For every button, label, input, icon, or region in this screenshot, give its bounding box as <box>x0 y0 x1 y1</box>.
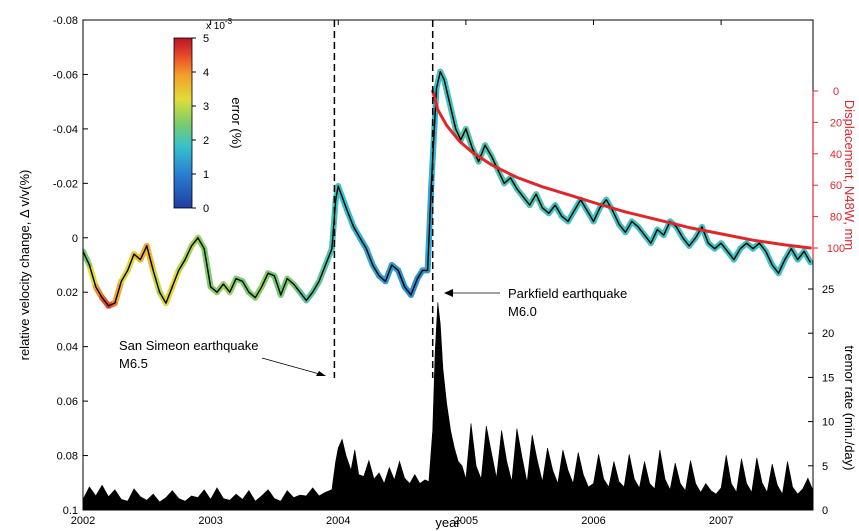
right-top-tick-label: 40 <box>830 149 842 161</box>
left-tick-label: -0.02 <box>53 178 78 190</box>
right-bottom-tick-label: 20 <box>822 328 834 340</box>
right-top-tick-label: 100 <box>827 243 845 255</box>
right-bottom-tick-label: 5 <box>822 461 828 473</box>
colorbar: 0 1 2 3 4 5 x 10-3 error (%) <box>173 17 244 215</box>
parkfield-arrow-head <box>444 289 453 297</box>
right-bottom-tick-label: 0 <box>822 505 828 517</box>
right-top-tick-label: 0 <box>833 86 839 98</box>
axes: 2002 2003 2004 2005 2006 2007-0.08-0.06-0.04-… <box>53 15 845 527</box>
right-bottom-axis-label: tremor rate (min./day) <box>842 346 857 471</box>
colorbar-label: error (%) <box>229 97 244 148</box>
left-tick-label: 0 <box>72 233 78 245</box>
left-tick-label: 0.08 <box>57 451 78 463</box>
colorbar-tick-label: 4 <box>203 67 209 79</box>
colorbar-gradient <box>173 37 193 209</box>
colorbar-tick-label: 0 <box>203 203 209 215</box>
earthquake-markers <box>333 20 434 378</box>
velocity-line <box>83 71 812 307</box>
x-tick-label: 2002 <box>71 515 95 527</box>
san-simeon-arrow-line <box>261 357 324 376</box>
x-tick-label: 2004 <box>326 515 350 527</box>
left-tick-label: -0.06 <box>53 69 78 81</box>
right-bottom-tick-label: 10 <box>822 417 834 429</box>
colorbar-exponent-power: -3 <box>225 17 233 26</box>
x-tick-label: 2007 <box>709 515 733 527</box>
plot-frame <box>82 19 814 511</box>
right-bottom-tick-label: 15 <box>822 372 834 384</box>
displacement-series <box>431 89 812 250</box>
tremor-rate-area <box>83 302 813 510</box>
san-simeon-label: San Simeon earthquake <box>119 338 258 353</box>
left-axis-label: relative velocity change, Δ v/v(%) <box>17 170 32 361</box>
displacement-curve <box>431 89 812 250</box>
left-tick-label: 0.06 <box>57 396 78 408</box>
colorbar-ticks: 0 1 2 3 4 5 <box>192 33 209 215</box>
velocity-series <box>83 68 813 309</box>
left-tick-label: 0.04 <box>57 342 78 354</box>
colorbar-tick-label: 1 <box>203 169 209 181</box>
parkfield-magnitude: M6.0 <box>508 304 537 319</box>
left-tick-label: -0.08 <box>53 15 78 27</box>
annotation-parkfield: Parkfield earthquake M6.0 <box>444 286 627 319</box>
colorbar-tick-label: 5 <box>203 33 209 45</box>
left-tick-label: 0.1 <box>63 505 78 517</box>
x-axis-label: year <box>435 515 461 530</box>
colorbar-exponent: x 10-3 <box>206 17 233 32</box>
x-tick-label: 2003 <box>198 515 222 527</box>
parkfield-label: Parkfield earthquake <box>508 286 627 301</box>
left-tick-label: -0.04 <box>53 124 78 136</box>
annotation-san-simeon: San Simeon earthquake M6.5 <box>119 338 326 376</box>
san-simeon-magnitude: M6.5 <box>119 356 148 371</box>
right-top-tick-label: 80 <box>830 212 842 224</box>
right-bottom-tick-label: 25 <box>822 284 834 296</box>
san-simeon-arrow-head <box>316 371 326 376</box>
right-top-tick-label: 20 <box>830 117 842 129</box>
right-top-tick-label: 60 <box>830 180 842 192</box>
tremor-area <box>83 302 813 510</box>
right-top-axis-label: Displacement, N48W, mm <box>842 100 857 250</box>
left-tick-label: 0.02 <box>57 287 78 299</box>
colorbar-tick-label: 2 <box>203 135 209 147</box>
colorbar-tick-label: 3 <box>203 101 209 113</box>
x-tick-label: 2006 <box>581 515 605 527</box>
x-tick-label: 2005 <box>454 515 478 527</box>
